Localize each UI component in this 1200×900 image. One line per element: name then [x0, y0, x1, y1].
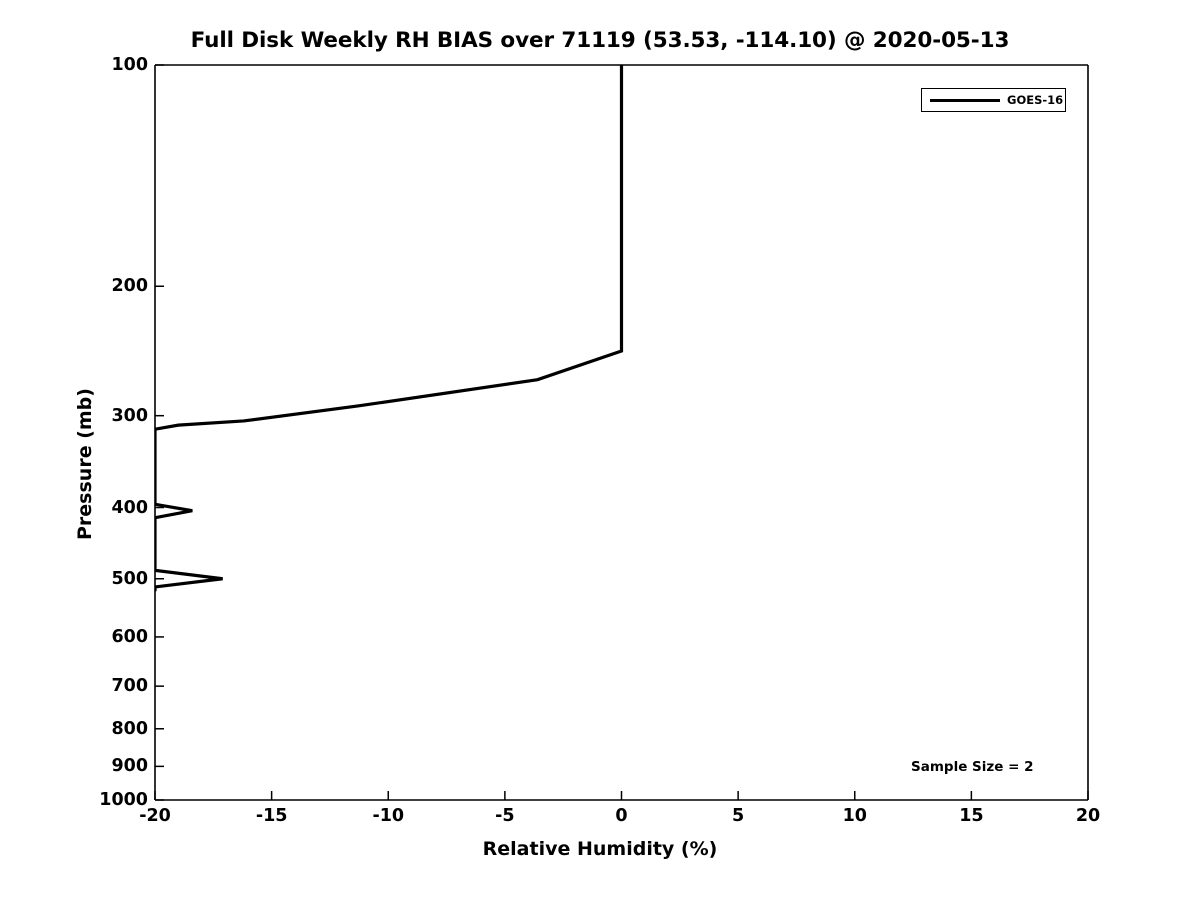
- sample-size-annotation: Sample Size = 2: [911, 759, 1034, 775]
- y-tick-label: 400: [111, 497, 148, 518]
- y-tick-label: 100: [111, 55, 148, 75]
- x-tick-label: -15: [255, 806, 288, 826]
- y-axis-tick-labels: 100 200 300 400 500 600 700 800 900 1000: [86, 0, 148, 900]
- x-axis-label: Relative Humidity (%): [482, 838, 718, 860]
- y-tick-label: 700: [111, 676, 148, 697]
- x-tick-label: 10: [842, 806, 867, 826]
- x-tick-label: 15: [959, 806, 984, 826]
- page-title: Full Disk Weekly RH BIAS over 71119 (53.…: [190, 28, 1010, 53]
- x-tick-label: 0: [615, 806, 628, 826]
- y-tick-label: 500: [111, 568, 148, 589]
- x-tick-label: 20: [1075, 806, 1101, 826]
- x-tick-label: -10: [372, 806, 405, 826]
- legend-label: GOES-16: [1007, 93, 1064, 107]
- y-tick-label: 800: [111, 718, 148, 739]
- x-tick-label: -20: [139, 806, 171, 826]
- y-tick-label: 300: [111, 405, 148, 426]
- legend-line-swatch: [930, 98, 1000, 102]
- x-tick-label: 5: [732, 806, 745, 826]
- y-tick-label: 600: [111, 626, 148, 647]
- data-series-group: [155, 65, 624, 592]
- axes-tick-marks: [154, 64, 1089, 801]
- y-tick-label: 1000: [99, 790, 148, 810]
- y-tick-label: 900: [111, 756, 148, 777]
- x-tick-label: -5: [495, 806, 515, 826]
- legend[interactable]: GOES-16: [921, 88, 1066, 112]
- y-tick-label: 200: [111, 276, 148, 297]
